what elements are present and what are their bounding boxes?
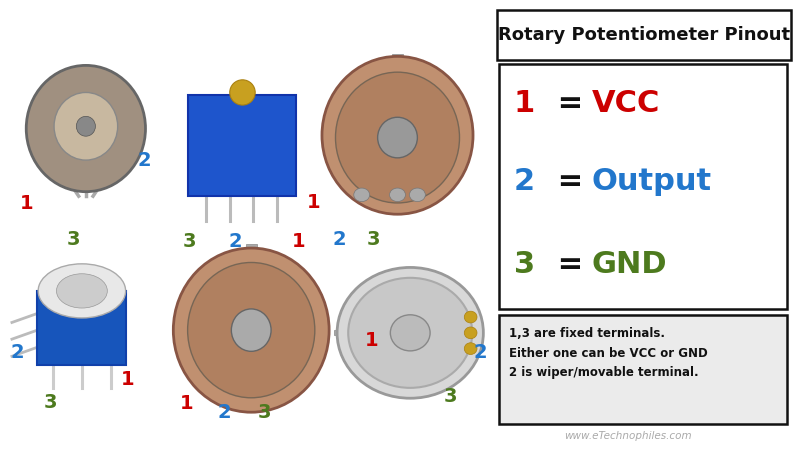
Ellipse shape (26, 65, 145, 192)
Text: www.eTechnophiles.com: www.eTechnophiles.com (564, 431, 692, 441)
Text: 1: 1 (365, 331, 379, 350)
Ellipse shape (56, 274, 107, 308)
Ellipse shape (378, 117, 417, 158)
Text: VCC: VCC (591, 89, 660, 118)
Text: 1: 1 (120, 370, 134, 389)
Ellipse shape (354, 188, 370, 202)
Text: 1: 1 (180, 394, 194, 413)
Text: GND: GND (591, 250, 667, 280)
Text: 2: 2 (217, 403, 231, 422)
Text: Rotary Potentiometer Pinout: Rotary Potentiometer Pinout (498, 26, 790, 44)
Ellipse shape (76, 116, 95, 136)
Text: 2: 2 (10, 343, 25, 362)
Bar (188, 95, 296, 196)
Ellipse shape (231, 309, 271, 351)
Text: 2: 2 (473, 343, 487, 362)
Text: =: = (547, 89, 594, 118)
Ellipse shape (464, 327, 477, 339)
Text: 1: 1 (19, 194, 33, 213)
Bar (499, 315, 787, 424)
Text: 3: 3 (183, 232, 196, 251)
Ellipse shape (348, 278, 472, 388)
Text: Output: Output (591, 167, 712, 196)
Ellipse shape (390, 315, 430, 351)
Text: 2: 2 (228, 232, 242, 251)
Text: 3: 3 (367, 230, 380, 249)
Text: 1,3 are fixed terminals.
Either one can be VCC or GND
2 is wiper/movable termina: 1,3 are fixed terminals. Either one can … (509, 327, 708, 379)
Text: 1: 1 (291, 232, 305, 251)
Ellipse shape (337, 267, 483, 398)
Ellipse shape (464, 311, 477, 323)
Ellipse shape (390, 188, 405, 202)
Ellipse shape (173, 248, 329, 412)
Text: 3: 3 (514, 250, 535, 280)
Text: 3: 3 (68, 230, 80, 249)
Bar (37, 291, 126, 365)
Text: 2: 2 (332, 230, 347, 249)
Ellipse shape (230, 80, 255, 105)
Bar (392, 54, 403, 108)
Text: 1: 1 (307, 193, 321, 212)
Text: 1: 1 (514, 89, 535, 118)
Ellipse shape (464, 343, 477, 354)
Ellipse shape (409, 188, 425, 202)
Text: 3: 3 (258, 403, 270, 422)
Text: 3: 3 (444, 387, 457, 406)
Ellipse shape (188, 262, 315, 398)
Text: =: = (547, 167, 594, 196)
Bar (246, 244, 257, 300)
Text: 2: 2 (138, 151, 152, 170)
Bar (334, 330, 412, 335)
Text: 2: 2 (514, 167, 535, 196)
Text: =: = (547, 250, 594, 280)
Ellipse shape (335, 72, 460, 203)
Ellipse shape (54, 92, 118, 160)
Ellipse shape (38, 264, 126, 318)
Bar (499, 64, 787, 309)
Text: 3: 3 (45, 393, 57, 412)
Ellipse shape (322, 56, 473, 214)
Bar (497, 10, 791, 60)
